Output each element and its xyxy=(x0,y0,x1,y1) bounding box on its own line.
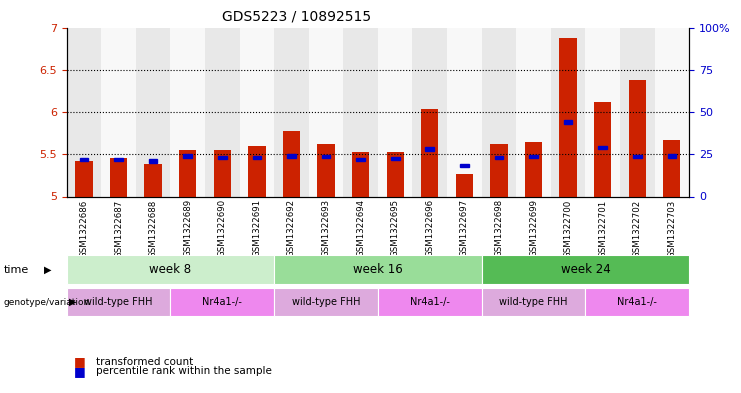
Bar xyxy=(218,156,227,159)
Bar xyxy=(79,158,88,161)
Text: ▶: ▶ xyxy=(69,297,76,307)
Bar xyxy=(136,28,170,196)
Bar xyxy=(425,147,434,151)
Bar xyxy=(205,28,239,196)
Bar xyxy=(456,174,473,196)
Bar xyxy=(516,28,551,196)
Bar xyxy=(633,155,642,158)
Bar xyxy=(248,146,265,196)
Bar xyxy=(564,120,572,124)
Bar xyxy=(491,144,508,196)
Bar xyxy=(102,28,136,196)
Bar xyxy=(274,28,309,196)
Bar xyxy=(239,28,274,196)
Bar xyxy=(253,156,261,159)
Bar xyxy=(67,28,102,196)
Text: Nr4a1-/-: Nr4a1-/- xyxy=(410,297,450,307)
Bar xyxy=(482,28,516,196)
Bar xyxy=(413,28,447,196)
Text: wild-type FHH: wild-type FHH xyxy=(499,297,568,307)
Bar xyxy=(585,28,620,196)
Bar xyxy=(551,28,585,196)
Bar xyxy=(525,142,542,196)
Bar xyxy=(110,158,127,196)
Bar xyxy=(494,156,503,159)
Bar xyxy=(594,102,611,196)
Bar xyxy=(460,163,468,167)
Text: wild-type FHH: wild-type FHH xyxy=(84,297,153,307)
Bar xyxy=(114,158,123,161)
Bar xyxy=(287,154,296,158)
Text: ■: ■ xyxy=(74,365,86,378)
Text: transformed count: transformed count xyxy=(96,356,193,367)
Bar xyxy=(76,161,93,196)
Bar xyxy=(144,164,162,196)
Bar xyxy=(213,150,231,196)
Bar xyxy=(183,154,192,158)
Text: Nr4a1-/-: Nr4a1-/- xyxy=(617,297,657,307)
Bar xyxy=(620,28,654,196)
Bar xyxy=(378,28,413,196)
Text: Nr4a1-/-: Nr4a1-/- xyxy=(202,297,242,307)
Text: genotype/variation: genotype/variation xyxy=(4,298,90,307)
Bar xyxy=(598,146,607,149)
Bar xyxy=(387,152,404,196)
Bar xyxy=(628,80,646,196)
Bar xyxy=(391,157,399,160)
Bar xyxy=(352,152,369,196)
Bar xyxy=(309,28,343,196)
Bar xyxy=(179,150,196,196)
Bar xyxy=(317,144,335,196)
Text: ■: ■ xyxy=(74,355,86,368)
Bar xyxy=(356,158,365,161)
Text: week 16: week 16 xyxy=(353,263,403,276)
Bar xyxy=(663,140,680,196)
Bar xyxy=(529,155,538,158)
Text: week 8: week 8 xyxy=(150,263,191,276)
Bar xyxy=(668,154,676,158)
Bar xyxy=(149,159,157,163)
Bar xyxy=(421,108,439,196)
Text: ▶: ▶ xyxy=(44,264,52,275)
Bar xyxy=(447,28,482,196)
Bar xyxy=(343,28,378,196)
Bar xyxy=(283,131,300,196)
Bar xyxy=(654,28,689,196)
Bar xyxy=(170,28,205,196)
Bar xyxy=(559,38,576,197)
Text: time: time xyxy=(4,264,29,275)
Text: wild-type FHH: wild-type FHH xyxy=(292,297,360,307)
Text: week 24: week 24 xyxy=(560,263,611,276)
Text: percentile rank within the sample: percentile rank within the sample xyxy=(96,366,272,376)
Text: GDS5223 / 10892515: GDS5223 / 10892515 xyxy=(222,10,371,24)
Bar xyxy=(322,155,330,158)
